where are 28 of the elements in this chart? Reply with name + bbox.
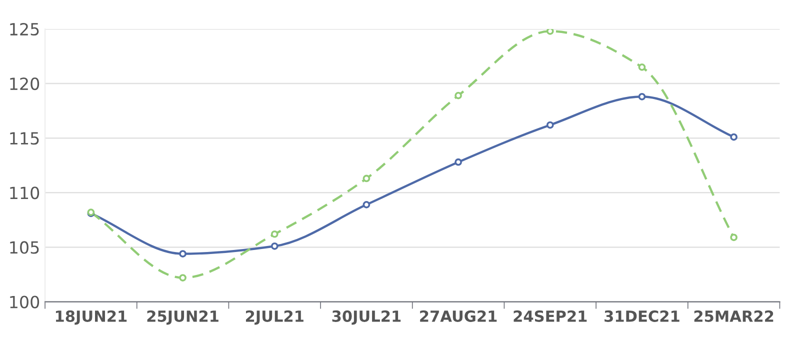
point: [270, 230, 278, 238]
point: [546, 121, 554, 129]
x-tick-label: 25JUN21: [147, 310, 218, 325]
y-tick-label: 100: [10, 296, 40, 308]
x-tick-label: 31DEC21: [604, 310, 680, 322]
y-tick-label: 105: [10, 241, 39, 254]
x-tick-label: 27AUG21: [420, 310, 497, 322]
point: [730, 234, 738, 242]
point: [270, 242, 278, 250]
x-tick-label: 30JUL21: [332, 310, 401, 325]
point: [730, 133, 738, 141]
y-tick-label: 125: [10, 22, 39, 36]
x-tick-label: 18JUN21: [56, 310, 127, 325]
y-tick-label: 115: [10, 132, 39, 145]
x-tick-label: 24SEP21: [514, 310, 587, 322]
x-tick-label: 25MAR22: [694, 310, 774, 322]
point: [454, 92, 462, 100]
x-tick-label: 2JUL21: [246, 310, 304, 325]
point: [179, 274, 186, 282]
point: [179, 250, 186, 258]
point: [454, 158, 462, 166]
point: [638, 63, 646, 71]
point: [362, 200, 370, 208]
y-tick-label: 110: [10, 186, 40, 200]
y-tick-label: 120: [10, 78, 40, 90]
point: [638, 92, 646, 100]
point: [362, 174, 370, 182]
point: [546, 28, 554, 35]
